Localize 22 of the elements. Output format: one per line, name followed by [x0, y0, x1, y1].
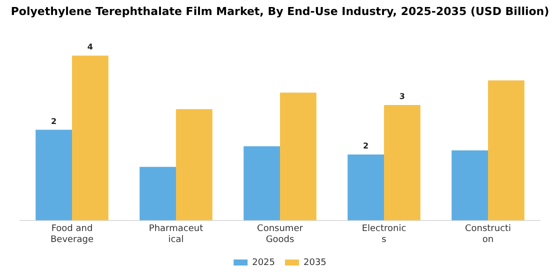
- data-label: 4: [87, 42, 94, 52]
- data-label: 2: [363, 142, 369, 151]
- bar: [72, 56, 108, 220]
- bar: [176, 109, 212, 220]
- legend-label: 2025: [252, 258, 275, 268]
- bar: [36, 130, 72, 220]
- x-tick-label: Construction: [464, 224, 512, 245]
- data-label: 3: [399, 92, 405, 102]
- x-tick-label: Food and Beverage: [50, 224, 94, 245]
- bar: [244, 146, 280, 220]
- bar: [384, 105, 420, 220]
- bar: [280, 92, 316, 220]
- data-label: 2: [51, 116, 57, 126]
- chart-title: Polyethylene Terephthalate Film Market, By End-Use Industry, 2025-2035 (USD Billion): [10, 5, 550, 20]
- bar: [140, 166, 176, 220]
- bar: [488, 80, 524, 220]
- legend-label: 2035: [304, 258, 326, 268]
- x-tick-label: Electronics: [362, 224, 406, 245]
- bar: [348, 154, 384, 220]
- bar: [452, 150, 488, 220]
- x-tick-label: Consumer Goods: [257, 224, 304, 245]
- x-tick-label: Pharmaceutical: [148, 224, 204, 245]
